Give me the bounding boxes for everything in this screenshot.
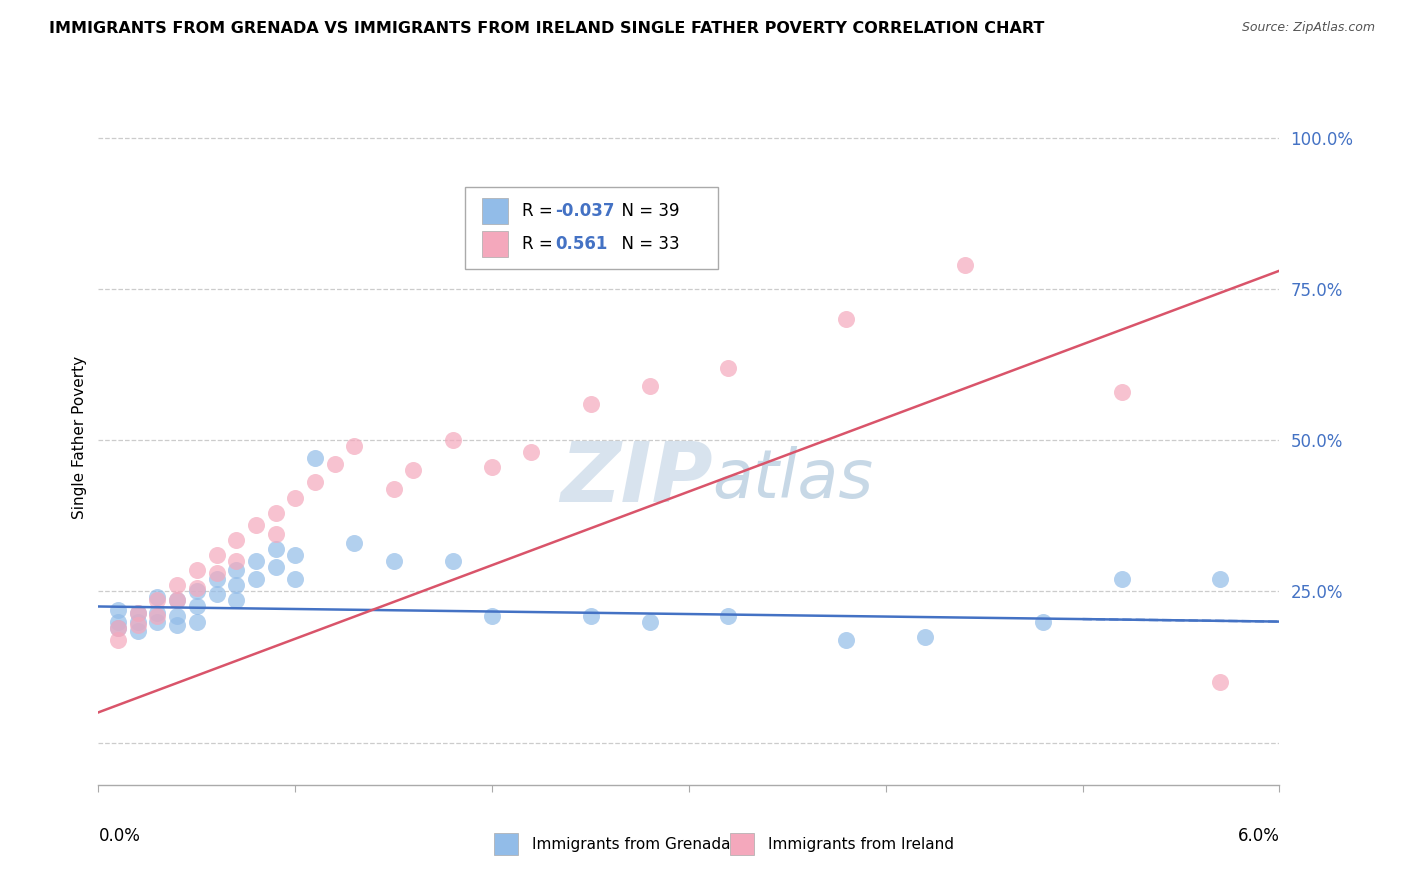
Point	[835, 632, 858, 647]
Text: Immigrants from Grenada: Immigrants from Grenada	[531, 837, 730, 852]
Point	[835, 312, 858, 326]
Point	[186, 582, 208, 596]
Point	[127, 615, 149, 629]
Point	[481, 608, 503, 623]
Bar	[482, 232, 508, 257]
Point	[343, 439, 366, 453]
Point	[146, 606, 169, 620]
Point	[205, 572, 228, 586]
Point	[264, 541, 287, 556]
Point	[146, 615, 169, 629]
Point	[225, 593, 247, 607]
Point	[717, 608, 740, 623]
Point	[245, 517, 267, 532]
Text: atlas: atlas	[713, 446, 873, 512]
Point	[304, 451, 326, 466]
Point	[107, 621, 129, 635]
Point	[225, 578, 247, 592]
Point	[1032, 615, 1054, 629]
Point	[953, 258, 976, 272]
Point	[146, 593, 169, 607]
Text: N = 39: N = 39	[612, 202, 679, 220]
Point	[166, 593, 188, 607]
Point	[166, 578, 188, 592]
Point	[107, 602, 129, 616]
Text: Source: ZipAtlas.com: Source: ZipAtlas.com	[1241, 21, 1375, 35]
Point	[1111, 572, 1133, 586]
Point	[1111, 384, 1133, 399]
Point	[146, 608, 169, 623]
Point	[284, 572, 307, 586]
Point	[166, 608, 188, 623]
Point	[166, 593, 188, 607]
Text: -0.037: -0.037	[555, 202, 614, 220]
Point	[225, 554, 247, 568]
Point	[323, 458, 346, 472]
Point	[146, 591, 169, 605]
Point	[127, 606, 149, 620]
Point	[205, 566, 228, 581]
Point	[304, 475, 326, 490]
Text: Immigrants from Ireland: Immigrants from Ireland	[768, 837, 955, 852]
Point	[107, 632, 129, 647]
Point	[264, 506, 287, 520]
Text: R =: R =	[523, 235, 564, 253]
Point	[481, 460, 503, 475]
Point	[127, 606, 149, 620]
Text: ZIP: ZIP	[560, 438, 713, 519]
Point	[284, 548, 307, 562]
Point	[186, 615, 208, 629]
Point	[186, 563, 208, 577]
Point	[382, 482, 405, 496]
Point	[107, 615, 129, 629]
Y-axis label: Single Father Poverty: Single Father Poverty	[72, 356, 87, 518]
Point	[914, 630, 936, 644]
Point	[127, 617, 149, 632]
Point	[638, 615, 661, 629]
Bar	[482, 198, 508, 224]
Text: N = 33: N = 33	[612, 235, 679, 253]
Point	[186, 584, 208, 599]
Bar	[494, 833, 517, 855]
Point	[186, 599, 208, 614]
Point	[264, 527, 287, 541]
Point	[441, 433, 464, 447]
Point	[264, 560, 287, 574]
Point	[579, 608, 602, 623]
Text: 0.0%: 0.0%	[98, 827, 141, 845]
Point	[166, 617, 188, 632]
Text: 6.0%: 6.0%	[1237, 827, 1279, 845]
Point	[245, 554, 267, 568]
Point	[717, 360, 740, 375]
Point	[382, 554, 405, 568]
Point	[520, 445, 543, 459]
Point	[205, 548, 228, 562]
Bar	[730, 833, 754, 855]
FancyBboxPatch shape	[464, 186, 718, 268]
Point	[107, 621, 129, 635]
Text: 0.561: 0.561	[555, 235, 607, 253]
Point	[638, 378, 661, 392]
Point	[225, 563, 247, 577]
Point	[245, 572, 267, 586]
Point	[127, 624, 149, 638]
Point	[205, 587, 228, 601]
Point	[1209, 572, 1232, 586]
Point	[225, 533, 247, 547]
Point	[1209, 675, 1232, 690]
Point	[284, 491, 307, 505]
Text: IMMIGRANTS FROM GRENADA VS IMMIGRANTS FROM IRELAND SINGLE FATHER POVERTY CORRELA: IMMIGRANTS FROM GRENADA VS IMMIGRANTS FR…	[49, 21, 1045, 37]
Point	[441, 554, 464, 568]
Point	[402, 463, 425, 477]
Text: R =: R =	[523, 202, 558, 220]
Point	[343, 536, 366, 550]
Point	[579, 397, 602, 411]
